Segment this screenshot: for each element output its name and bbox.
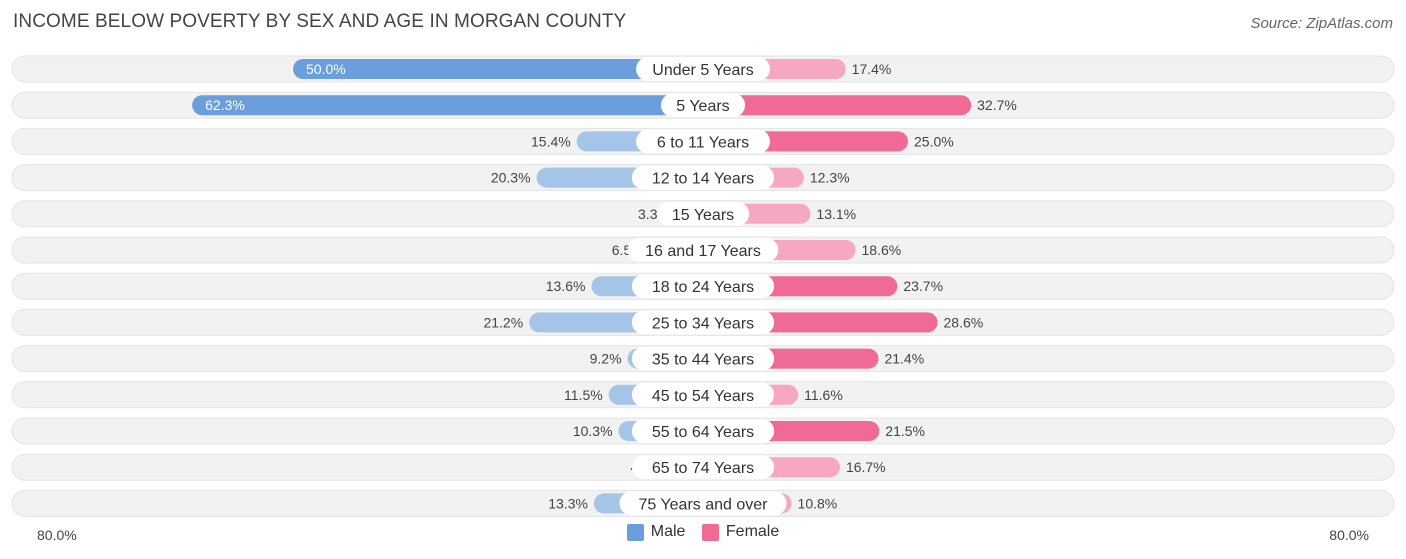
legend: Male Female bbox=[0, 523, 1406, 546]
source-label: Source: ZipAtlas.com bbox=[1250, 15, 1393, 32]
label-female-35-to-44-years: 21.4% bbox=[884, 351, 924, 367]
label-female-6-to-11-years: 25.0% bbox=[914, 133, 954, 149]
label-male-12-to-14-years: 20.3% bbox=[491, 170, 531, 186]
category-pill-55-to-64-years bbox=[631, 419, 775, 443]
category-pill-75-years-and-over bbox=[619, 491, 787, 516]
bar-female-5-years bbox=[703, 95, 972, 116]
category-pill-16-and-17-years bbox=[627, 238, 779, 262]
label-female-5-years: 32.7% bbox=[977, 97, 1017, 113]
label-female-15-years: 13.1% bbox=[816, 206, 856, 222]
category-pill-15-years bbox=[656, 201, 750, 226]
category-label-25-to-34-years: 25 to 34 Years bbox=[652, 315, 754, 332]
label-female-18-to-24-years: 23.7% bbox=[903, 278, 943, 294]
category-label-16-and-17-years: 16 and 17 Years bbox=[645, 243, 761, 260]
axis-right-label: 80.0% bbox=[1329, 527, 1369, 543]
legend-item-male[interactable]: Male bbox=[626, 523, 686, 541]
category-label-55-to-64-years: 55 to 64 Years bbox=[652, 424, 754, 441]
category-label-12-to-14-years: 12 to 14 Years bbox=[652, 171, 754, 188]
category-label-35-to-44-years: 35 to 44 Years bbox=[652, 352, 754, 369]
category-pill-65-to-74-years bbox=[631, 455, 775, 480]
category-label-45-to-54-years: 45 to 54 Years bbox=[652, 388, 754, 405]
label-male-18-to-24-years: 13.6% bbox=[546, 278, 586, 294]
label-female-45-to-54-years: 11.6% bbox=[804, 387, 843, 403]
legend-swatch-male bbox=[626, 523, 644, 541]
label-female-16-and-17-years: 18.6% bbox=[862, 242, 902, 258]
label-male-75-years-and-over: 13.3% bbox=[548, 495, 588, 511]
category-label-15-years: 15 Years bbox=[672, 207, 734, 224]
axis-left-label: 80.0% bbox=[37, 527, 77, 543]
bar-male-under-5-years bbox=[293, 59, 703, 79]
category-pill-18-to-24-years bbox=[631, 274, 775, 299]
chart-canvas: 50.0% 17.4% Under 5 Years 62.3% 32.7% 5 Years… bbox=[11, 55, 1395, 517]
label-male-6-to-11-years: 15.4% bbox=[531, 133, 571, 149]
category-pill-6-to-11-years bbox=[636, 129, 770, 154]
category-label-5-years: 5 Years bbox=[676, 98, 729, 115]
label-female-55-to-64-years: 21.5% bbox=[885, 423, 925, 439]
chart-title: INCOME BELOW POVERTY BY SEX AND AGE IN M… bbox=[13, 11, 627, 32]
label-male-55-to-64-years: 10.3% bbox=[573, 423, 613, 439]
category-label-65-to-74-years: 65 to 74 Years bbox=[652, 460, 754, 477]
category-pill-under-5-years bbox=[636, 57, 770, 81]
label-male-35-to-44-years: 9.2% bbox=[590, 351, 622, 367]
legend-label-female: Female bbox=[725, 523, 780, 540]
bar-male-5-years bbox=[192, 95, 703, 116]
category-pill-25-to-34-years bbox=[631, 310, 775, 335]
category-pill-12-to-14-years bbox=[631, 165, 775, 190]
label-female-65-to-74-years: 16.7% bbox=[846, 459, 886, 475]
label-female-under-5-years: 17.4% bbox=[852, 61, 892, 77]
legend-item-female[interactable]: Female bbox=[701, 523, 780, 541]
legend-label-male: Male bbox=[650, 523, 686, 540]
category-label-75-years-and-over: 75 Years and over bbox=[639, 496, 769, 513]
category-label-under-5-years: Under 5 Years bbox=[652, 62, 753, 79]
category-label-18-to-24-years: 18 to 24 Years bbox=[652, 279, 754, 296]
label-male-under-5-years: 50.0% bbox=[306, 61, 346, 77]
label-female-12-to-14-years: 12.3% bbox=[810, 170, 850, 186]
category-pill-35-to-44-years bbox=[631, 346, 775, 371]
label-male-5-years: 62.3% bbox=[205, 97, 245, 113]
category-pill-5-years bbox=[660, 93, 746, 118]
label-male-25-to-34-years: 21.2% bbox=[483, 314, 523, 330]
label-male-45-to-54-years: 11.5% bbox=[564, 387, 603, 403]
label-female-25-to-34-years: 28.6% bbox=[944, 314, 984, 330]
category-label-6-to-11-years: 6 to 11 Years bbox=[657, 134, 749, 151]
legend-swatch-female bbox=[701, 523, 719, 541]
category-pill-45-to-54-years bbox=[631, 382, 775, 407]
label-female-75-years-and-over: 10.8% bbox=[798, 495, 838, 511]
